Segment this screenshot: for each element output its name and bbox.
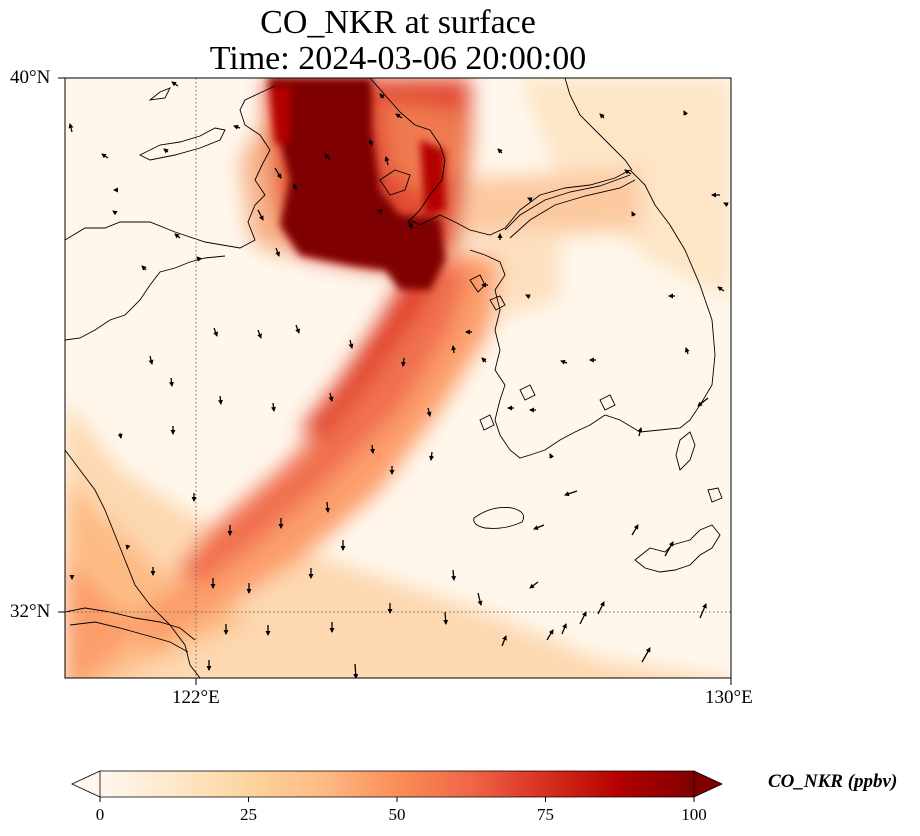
colorbar-extend-low [71, 770, 101, 798]
wind-arrow [395, 113, 403, 119]
wind-arrow [451, 569, 457, 581]
wind-arrow [624, 169, 632, 175]
wind-arrow [481, 357, 487, 363]
wind-arrow [697, 397, 709, 407]
wind-arrow [384, 156, 390, 166]
wind-arrow [631, 211, 637, 217]
wind-arrow [529, 581, 539, 589]
wind-arrow [683, 110, 689, 116]
coastlines [65, 78, 723, 678]
wind-arrow [370, 444, 375, 454]
wind-arrow [429, 451, 434, 461]
wind-arrow [292, 183, 298, 191]
colorbar-tick-label: 0 [95, 805, 105, 824]
wind-arrow [163, 148, 169, 154]
wind-arrow [171, 81, 179, 87]
lat-tick-label-32n: 32°N [10, 601, 51, 622]
wind-arrow [368, 139, 374, 147]
wind-arrow [717, 286, 725, 292]
wind-arrow [348, 339, 354, 349]
wind-arrow [407, 219, 413, 229]
wind-arrow [257, 209, 264, 221]
wind-arrow [328, 392, 334, 402]
wind-arrow [641, 647, 651, 663]
wind-arrow [525, 294, 531, 300]
plot-title: CO_NKR at surface [260, 4, 536, 41]
colorbar [71, 770, 723, 802]
wind-arrow [599, 113, 605, 119]
wind-arrow [533, 524, 545, 530]
wind-arrow [401, 357, 406, 367]
wind-arrow [546, 629, 554, 641]
wind-arrow [218, 395, 223, 405]
colorbar-tick-label: 25 [240, 805, 257, 824]
wind-arrow [68, 123, 74, 133]
wind-arrow [684, 347, 690, 355]
wind-arrow [699, 603, 707, 619]
wind-arrow [125, 544, 131, 550]
wind-arrow [477, 592, 483, 606]
wind-arrow [501, 635, 507, 647]
map-frame [64, 77, 732, 679]
wind-arrow [117, 432, 123, 439]
wind-arrow [271, 402, 276, 412]
colorbar-variable-label: CO_NKR (ppbv) [768, 771, 898, 792]
wind-arrow [379, 93, 385, 99]
colorbar-tick-label: 75 [537, 805, 554, 824]
wind-arrow [174, 233, 181, 239]
wind-arrow [664, 541, 674, 557]
wind-arrow [631, 524, 639, 536]
wind-arrow [213, 327, 218, 337]
wind-arrow [325, 501, 331, 513]
wind-arrow [561, 623, 567, 635]
lon-tick-label-122e: 122°E [172, 687, 220, 708]
wind-arrow [527, 197, 533, 203]
colorbar-tick-label: 100 [681, 805, 707, 824]
wind-arrow [451, 345, 457, 354]
wind-vectors [68, 81, 729, 678]
wind-arrow [101, 153, 109, 159]
colorbar-body [100, 771, 694, 797]
wind-arrow [112, 210, 118, 216]
wind-arrow [324, 153, 331, 161]
wind-arrow [275, 247, 280, 257]
wind-arrow [597, 601, 605, 615]
wind-arrow [564, 490, 578, 497]
wind-arrow [579, 611, 587, 625]
wind-arrow [148, 355, 154, 365]
wind-arrow [295, 324, 300, 334]
wind-arrow [353, 663, 359, 678]
wind-arrow [426, 407, 432, 417]
lon-tick-label-130e: 130°E [705, 687, 753, 708]
wind-arrow [549, 453, 555, 459]
axis-ticks [58, 77, 732, 685]
wind-arrow [497, 148, 503, 154]
colorbar-tick-label: 50 [388, 805, 406, 824]
wind-arrow [637, 427, 643, 437]
wind-arrow [723, 202, 729, 208]
wind-arrow [560, 359, 568, 365]
wind-arrow [196, 256, 202, 262]
wind-arrow [233, 124, 241, 130]
plot-subtitle-time: Time: 2024-03-06 20:00:00 [209, 40, 587, 77]
gridlines [65, 78, 731, 678]
wind-arrow [141, 265, 147, 271]
wind-arrow [377, 209, 383, 215]
wind-arrow [274, 167, 282, 179]
lat-tick-label-40n: 40°N [10, 67, 51, 88]
colorbar-extend-high [693, 770, 723, 798]
wind-arrow [169, 377, 174, 387]
wind-arrow [257, 329, 262, 339]
wind-arrow [443, 611, 449, 625]
